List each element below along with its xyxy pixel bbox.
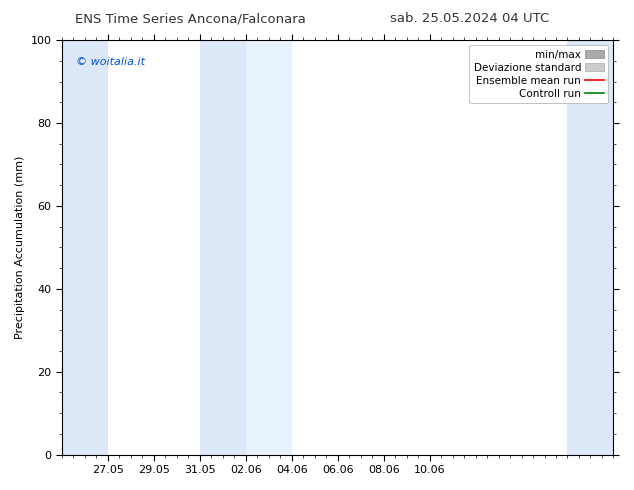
Legend: min/max, Deviazione standard, Ensemble mean run, Controll run: min/max, Deviazione standard, Ensemble m… — [470, 46, 608, 103]
Bar — [62, 40, 108, 455]
Y-axis label: Precipitation Accumulation (mm): Precipitation Accumulation (mm) — [15, 156, 25, 339]
Text: sab. 25.05.2024 04 UTC: sab. 25.05.2024 04 UTC — [389, 12, 549, 25]
Text: © woitalia.it: © woitalia.it — [75, 57, 145, 67]
Text: ENS Time Series Ancona/Falconara: ENS Time Series Ancona/Falconara — [75, 12, 306, 25]
Bar — [567, 40, 614, 455]
Bar — [246, 40, 292, 455]
Bar — [200, 40, 246, 455]
